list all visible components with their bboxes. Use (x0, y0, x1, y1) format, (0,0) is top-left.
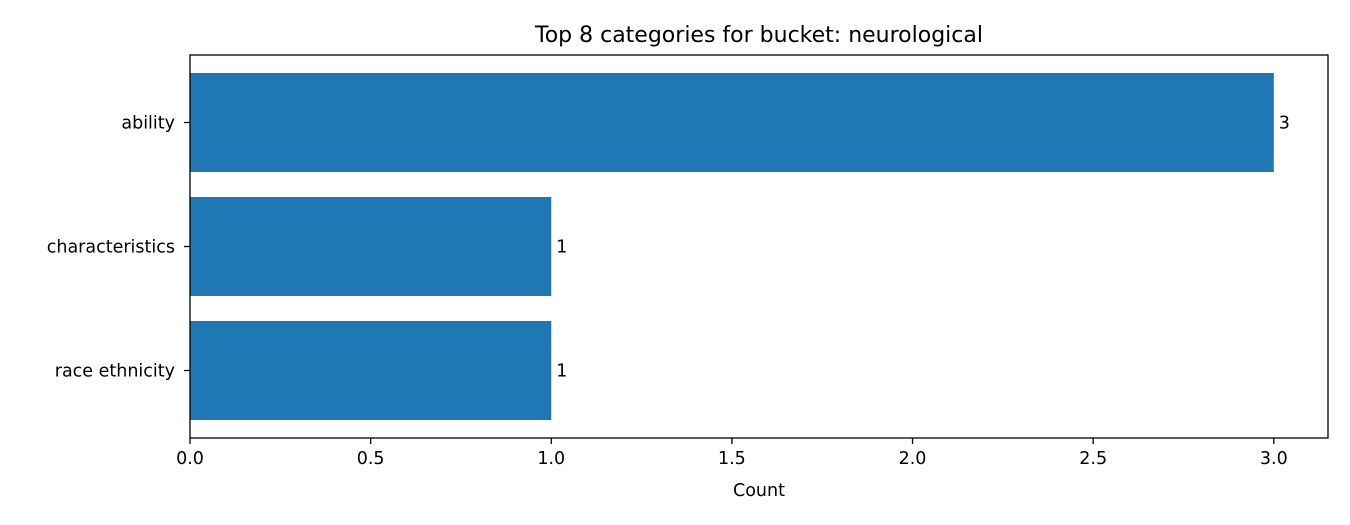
y-tick-label: race ethnicity (55, 362, 175, 382)
x-tick-label: 0.5 (357, 449, 385, 469)
data-labels-group: 3 1 1 (556, 114, 1290, 382)
x-axis-label: Count (733, 481, 785, 501)
data-label: 1 (556, 238, 567, 258)
chart-title: Top 8 categories for bucket: neurologica… (534, 23, 983, 48)
y-axis: ability characteristics race ethnicity (47, 114, 190, 382)
bar-race-ethnicity (190, 321, 552, 420)
x-tick-label: 0.0 (176, 449, 204, 469)
x-tick-label: 1.5 (718, 449, 746, 469)
x-tick-label: 2.0 (899, 449, 927, 469)
bars-group (190, 73, 1274, 420)
data-label: 1 (556, 362, 567, 382)
data-label: 3 (1279, 114, 1290, 134)
plot-frame (189, 54, 1329, 439)
y-tick-label: ability (121, 114, 175, 134)
y-tick-label: characteristics (47, 238, 175, 258)
x-axis: 0.0 0.5 1.0 1.5 2.0 2.5 3.0 (176, 438, 1288, 469)
bar-ability (190, 73, 1274, 172)
x-tick-label: 1.0 (537, 449, 565, 469)
x-tick-label: 2.5 (1079, 449, 1107, 469)
bar-characteristics (190, 197, 552, 296)
x-tick-label: 3.0 (1260, 449, 1288, 469)
